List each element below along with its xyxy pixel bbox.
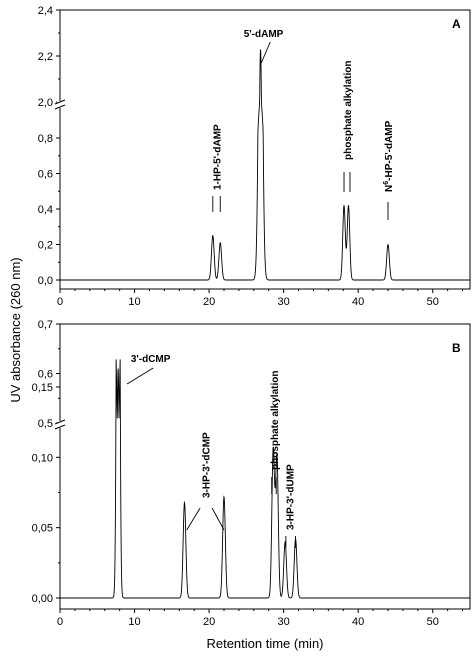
arrow — [211, 507, 225, 531]
panel-a-annotations: 1-HP-5'-dAMP 5'-dAMP phosphate alkylation N… — [212, 29, 395, 220]
panel-a: 0,0 0,2 0,4 0,6 0,8 2,0 2,2 2,4 0 10 20 30 40 50 1-H… — [38, 5, 471, 308]
y-tick-label: 0,2 — [38, 240, 53, 252]
panel-b-annotations: 3'-dCMP 3-HP-3'-dCMP phosphate alkylation 3… — [126, 354, 297, 548]
y-tick-label: 0,6 — [38, 369, 53, 381]
x-tick-label: 40 — [352, 296, 364, 308]
arrow — [260, 41, 271, 64]
panel-b-trace — [60, 359, 470, 599]
panel-b-y-ticks: 0,00 0,05 0,10 0,15 0,5 0,6 0,7 — [32, 319, 60, 605]
x-tick-label: 0 — [57, 296, 63, 308]
y-tick-label: 2,2 — [38, 51, 53, 63]
y-tick-label: 0,7 — [38, 319, 53, 331]
x-tick-label: 40 — [352, 616, 364, 628]
peak-label: phosphate alkylation — [343, 61, 354, 160]
y-tick-label: 0,00 — [32, 593, 53, 605]
x-axis-title: Retention time (min) — [206, 636, 323, 651]
panel-b: 0,00 0,05 0,10 0,15 0,5 0,6 0,7 0 10 20 30 40 50 3'… — [32, 319, 471, 628]
x-tick-label: 50 — [427, 296, 439, 308]
axis-break-mark — [54, 419, 66, 425]
x-tick-label: 20 — [203, 296, 215, 308]
y-tick-label: 0,05 — [32, 523, 53, 535]
axis-break-gap — [57, 101, 65, 108]
y-tick-label: 0,6 — [38, 169, 53, 181]
panel-a-trace — [60, 49, 470, 281]
y-tick-label: 0,0 — [38, 275, 53, 287]
peak-label: 3'-dCMP — [131, 354, 171, 365]
y-tick-label: 0,15 — [32, 382, 53, 394]
x-tick-label: 50 — [427, 616, 439, 628]
panel-b-label: B — [452, 341, 461, 355]
panel-a-x-ticks: 0 10 20 30 40 50 — [57, 289, 464, 308]
arrow — [126, 367, 154, 385]
y-tick-label: 2,4 — [38, 5, 53, 17]
y-tick-label: 0,10 — [32, 452, 53, 464]
axis-break-gap — [57, 421, 65, 428]
peak-label: phosphate alkylation — [270, 371, 281, 470]
y-tick-label: 0,5 — [38, 418, 53, 430]
panel-a-label: A — [452, 17, 461, 31]
peak-label: 3-HP-3'-dCMP — [201, 432, 212, 498]
panel-b-x-ticks: 0 10 20 30 40 50 — [57, 609, 464, 628]
x-tick-label: 10 — [128, 616, 140, 628]
x-tick-label: 0 — [57, 616, 63, 628]
y-tick-label: 0,4 — [38, 204, 53, 216]
panel-b-frame — [59, 323, 471, 610]
axis-break-mark — [54, 424, 66, 430]
peak-label: N6-HP-5'-dAMP — [383, 120, 395, 192]
arrow — [186, 507, 201, 531]
x-tick-label: 30 — [278, 296, 290, 308]
panel-a-y-ticks: 0,0 0,2 0,4 0,6 0,8 2,0 2,2 2,4 — [38, 5, 60, 287]
peak-label: 1-HP-5'-dAMP — [213, 124, 224, 190]
panel-a-axis-break — [54, 99, 66, 110]
peak-label: 3-HP-3'-dUMP — [286, 464, 297, 530]
x-tick-label: 20 — [203, 616, 215, 628]
panel-a-frame — [59, 9, 471, 290]
y-tick-label: 2,0 — [38, 97, 53, 109]
axis-break-mark — [54, 99, 66, 105]
y-axis-title: UV absorbance (260 nm) — [8, 257, 23, 402]
panel-b-axis-break — [54, 419, 66, 430]
x-tick-label: 30 — [278, 616, 290, 628]
y-tick-label: 0,8 — [38, 133, 53, 145]
axis-break-mark — [54, 104, 66, 110]
x-tick-label: 10 — [128, 296, 140, 308]
peak-label: 5'-dAMP — [244, 29, 284, 40]
